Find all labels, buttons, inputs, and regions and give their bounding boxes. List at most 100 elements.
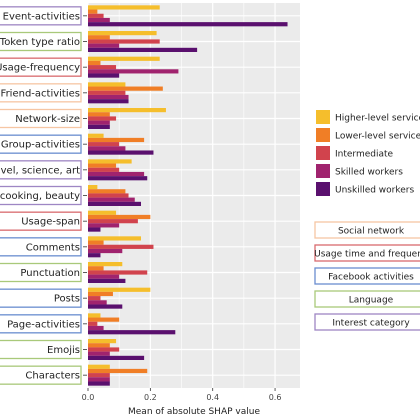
- category-label: Friend-activities: [1, 88, 80, 99]
- bar: [88, 163, 117, 168]
- category-label-box: [0, 211, 82, 231]
- bar: [88, 364, 110, 369]
- category-label: Posts: [54, 294, 80, 305]
- bar: [88, 86, 163, 91]
- bar: [88, 137, 145, 143]
- category-label-box: [0, 314, 82, 334]
- bar: [88, 22, 288, 27]
- bar: [88, 120, 110, 125]
- category-legend-box: [314, 244, 420, 262]
- legend-label: Skilled workers: [335, 168, 403, 178]
- bar: [88, 377, 110, 382]
- bar: [88, 240, 104, 245]
- bar: [88, 304, 123, 309]
- bar: [88, 189, 126, 194]
- bar: [88, 171, 145, 177]
- bar: [88, 201, 141, 206]
- legend-swatch: [316, 182, 330, 196]
- category-legend-label: Language: [349, 296, 394, 306]
- bar: [88, 124, 110, 129]
- bar: [88, 291, 113, 297]
- category-label-box: [0, 262, 82, 283]
- bar: [88, 266, 104, 271]
- bar: [88, 248, 123, 254]
- bar: [88, 60, 101, 66]
- category-legend-box: [314, 267, 420, 285]
- legend-swatch: [316, 164, 330, 178]
- bar: [88, 219, 138, 224]
- bar: [88, 274, 120, 279]
- category-label-box: [0, 237, 82, 257]
- category-label: Group-activities: [1, 140, 80, 151]
- category-label-box: [0, 160, 82, 180]
- bar: [88, 321, 98, 326]
- bar: [88, 94, 129, 100]
- bar: [88, 330, 176, 335]
- bar: [88, 210, 117, 215]
- bar: [88, 287, 151, 292]
- bar: [88, 31, 157, 36]
- bar: [88, 167, 120, 172]
- bar: [88, 214, 151, 220]
- bar: [88, 43, 120, 48]
- bar: [88, 90, 126, 95]
- bar: [88, 82, 126, 87]
- bar: [88, 116, 117, 121]
- bar: [88, 236, 141, 241]
- category-label: Characters: [25, 371, 80, 382]
- bar: [88, 355, 145, 360]
- bar: [88, 35, 110, 40]
- category-legend-label: Social network: [338, 227, 405, 237]
- legend-swatch: [316, 110, 330, 124]
- bar: [88, 368, 148, 374]
- bar: [88, 325, 104, 331]
- category-label: Token type ratio: [0, 37, 80, 48]
- bar: [88, 73, 120, 78]
- bar: [88, 270, 148, 275]
- category-legend-label: Interest category: [332, 319, 410, 329]
- x-tick-label: 0.0: [82, 393, 95, 402]
- category-label-box: [0, 6, 82, 26]
- bar: [88, 5, 160, 10]
- bar: [88, 176, 148, 181]
- bar: [88, 223, 120, 228]
- bar: [88, 99, 129, 104]
- bar: [88, 343, 110, 348]
- bar: [88, 146, 126, 151]
- bar: [88, 339, 117, 344]
- bar: [88, 108, 166, 113]
- bar: [88, 142, 120, 147]
- legend-label: Lower-level service cla: [335, 132, 420, 142]
- bar: [88, 39, 160, 44]
- legend-swatch: [316, 146, 330, 160]
- category-label-box: [0, 185, 82, 206]
- category-label: Emojis: [47, 345, 80, 356]
- bar: [88, 381, 110, 386]
- legend-label: Intermediate: [335, 150, 394, 160]
- bar: [88, 300, 107, 305]
- category-label-box: [0, 31, 82, 52]
- bar: [88, 373, 110, 378]
- bar: [88, 56, 160, 61]
- bar: [88, 69, 179, 74]
- category-legend-box: [314, 290, 420, 308]
- category-label: Punctuation: [20, 268, 80, 279]
- bar: [88, 193, 129, 198]
- bar: [88, 317, 120, 322]
- bar: [88, 47, 198, 52]
- bar: [88, 17, 110, 23]
- bar: [88, 197, 135, 202]
- bar: [88, 351, 110, 356]
- bar: [88, 227, 101, 232]
- category-legend-label: Usage time and frequenc: [314, 250, 420, 260]
- bar: [88, 9, 98, 14]
- category-legend-box: [314, 221, 420, 239]
- bar: [88, 253, 101, 258]
- category-label-box: [0, 339, 82, 360]
- category-legend-label: Facebook activities: [328, 273, 414, 283]
- bar: [88, 185, 98, 190]
- category-label: Page-activities: [7, 319, 80, 330]
- category-label: Travel, science, art: [0, 165, 80, 176]
- bar: [88, 133, 104, 138]
